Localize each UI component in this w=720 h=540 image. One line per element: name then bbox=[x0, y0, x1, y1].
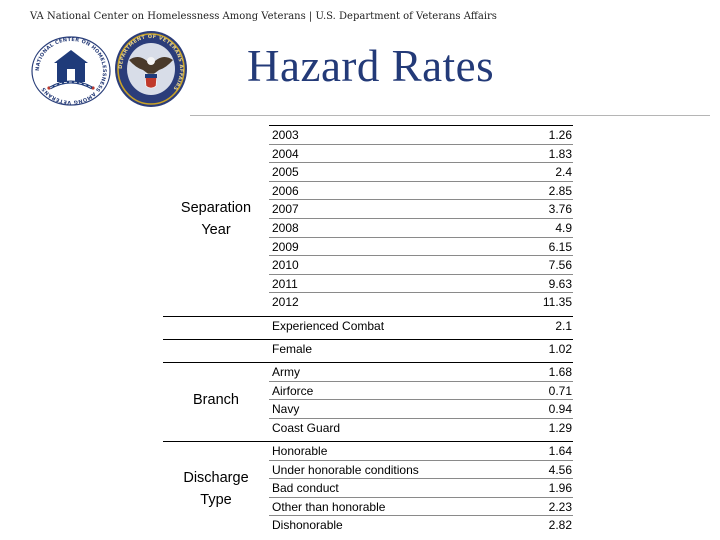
table-row: 2004 1.83 bbox=[269, 145, 573, 164]
national-center-logo: NATIONAL CENTER ON HOMELESSNESS AMONG VE… bbox=[31, 36, 111, 106]
row-value: 0.71 bbox=[548, 383, 572, 398]
group-label-line: Separation bbox=[180, 200, 252, 216]
row-value: 1.68 bbox=[548, 365, 572, 379]
group-top-rule bbox=[163, 315, 573, 317]
table-row: Honorable 1.64 bbox=[269, 442, 573, 461]
row-label: Navy bbox=[272, 402, 300, 417]
row-label: 2004 bbox=[272, 146, 299, 161]
group-label: Branch bbox=[163, 389, 269, 411]
page-title: Hazard Rates bbox=[247, 41, 495, 91]
row-label: 2009 bbox=[272, 239, 299, 254]
row-label: Honorable bbox=[272, 444, 328, 458]
table-row: 2008 4.9 bbox=[269, 219, 573, 238]
table-row: Airforce 0.71 bbox=[269, 382, 573, 401]
table-row: 2007 3.76 bbox=[269, 200, 573, 219]
group-top-rule bbox=[269, 125, 573, 126]
row-label: Experienced Combat bbox=[272, 318, 385, 333]
row-value: 2.82 bbox=[548, 518, 572, 533]
row-value: 1.29 bbox=[548, 420, 572, 435]
row-label: 2003 bbox=[272, 128, 299, 142]
row-label: Airforce bbox=[272, 383, 314, 398]
table-row: Bad conduct 1.96 bbox=[269, 479, 573, 498]
group-top-rule bbox=[163, 338, 573, 340]
table-row: 2006 2.85 bbox=[269, 182, 573, 201]
row-value: 1.02 bbox=[548, 341, 572, 356]
row-value: 4.9 bbox=[555, 221, 572, 235]
header-org-text: VA National Center on Homelessness Among… bbox=[30, 11, 497, 22]
row-label: Under honorable conditions bbox=[272, 462, 419, 477]
row-value: 1.26 bbox=[548, 128, 572, 142]
group-label-line: Branch bbox=[193, 392, 239, 409]
group-top-rule bbox=[163, 441, 573, 442]
table-row: Under honorable conditions 4.56 bbox=[269, 461, 573, 480]
row-label: Other than honorable bbox=[272, 499, 386, 514]
row-label: 2011 bbox=[272, 276, 298, 291]
row-label: 2012 bbox=[272, 295, 299, 310]
row-value: 2.23 bbox=[548, 499, 572, 514]
header-divider bbox=[190, 115, 710, 116]
group-label: Separation Year bbox=[163, 197, 269, 241]
row-value: 1.64 bbox=[548, 444, 572, 458]
row-label: 2007 bbox=[272, 202, 299, 217]
row-label: Female bbox=[272, 341, 313, 356]
table-row: 2003 1.26 bbox=[269, 126, 573, 145]
row-value: 2.1 bbox=[555, 318, 572, 333]
row-value: 11.35 bbox=[542, 295, 572, 310]
group-top-rule bbox=[163, 362, 573, 363]
row-value: 2.4 bbox=[555, 165, 572, 180]
table-row: 2010 7.56 bbox=[269, 256, 573, 275]
row-value: 1.96 bbox=[548, 481, 572, 496]
group-label-line: Year bbox=[201, 222, 231, 238]
table-row: Female 1.02 bbox=[269, 340, 573, 359]
group-label: Discharge Type bbox=[163, 467, 269, 511]
row-label: Bad conduct bbox=[272, 481, 339, 496]
row-label: 2006 bbox=[272, 183, 299, 198]
row-label: 2005 bbox=[272, 165, 299, 180]
table-row: Coast Guard 1.29 bbox=[269, 419, 573, 438]
row-label: Army bbox=[272, 365, 300, 379]
row-value: 9.63 bbox=[548, 276, 572, 291]
group-label-line: Discharge bbox=[183, 469, 249, 486]
row-value: 3.76 bbox=[548, 202, 572, 217]
row-label: 2010 bbox=[272, 258, 299, 273]
table-row: Army 1.68 bbox=[269, 363, 573, 382]
row-value: 0.94 bbox=[548, 402, 572, 417]
table-row: 2005 2.4 bbox=[269, 163, 573, 182]
row-value: 1.83 bbox=[548, 146, 572, 161]
row-label: Coast Guard bbox=[272, 420, 341, 435]
va-seal: DEPARTMENT OF VETERANS AFFAIRS bbox=[115, 31, 187, 107]
row-label: Dishonorable bbox=[272, 518, 343, 533]
table-row: Dishonorable 2.82 bbox=[269, 516, 573, 535]
table-row: 2012 11.35 bbox=[269, 293, 573, 312]
row-value: 6.15 bbox=[548, 239, 572, 254]
row-label: 2008 bbox=[272, 221, 299, 235]
group-label-line: Type bbox=[200, 491, 232, 508]
table-row: Experienced Combat 2.1 bbox=[269, 317, 573, 336]
row-value: 2.85 bbox=[548, 183, 572, 198]
table-row: 2011 9.63 bbox=[269, 275, 573, 294]
row-value: 7.56 bbox=[548, 258, 572, 273]
row-value: 4.56 bbox=[548, 462, 572, 477]
table-row: Navy 0.94 bbox=[269, 400, 573, 419]
table-row: 2009 6.15 bbox=[269, 238, 573, 257]
table-row: Other than honorable 2.23 bbox=[269, 498, 573, 517]
